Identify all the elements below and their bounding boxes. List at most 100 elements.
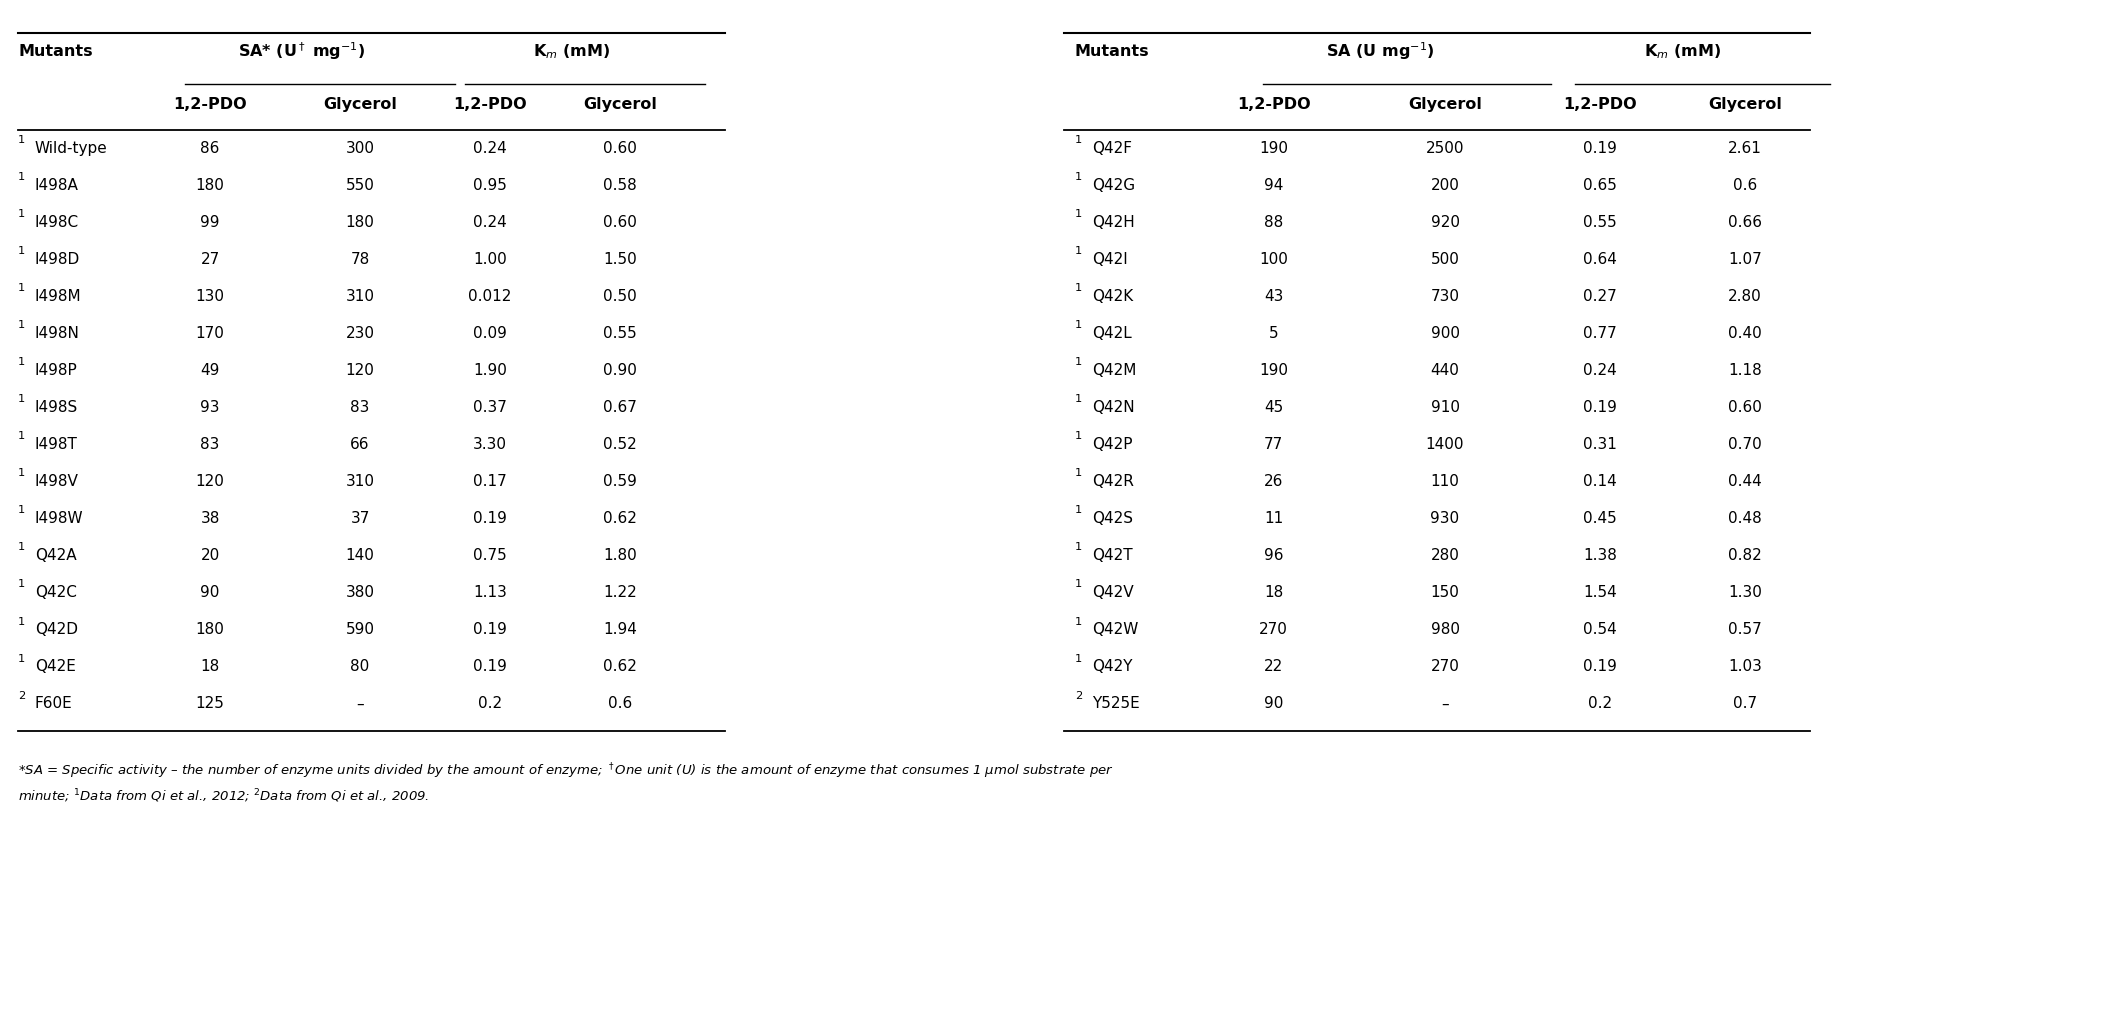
Text: 920: 920 — [1430, 215, 1460, 229]
Text: 190: 190 — [1259, 363, 1288, 378]
Text: 100: 100 — [1259, 252, 1288, 267]
Text: I498D: I498D — [34, 252, 81, 267]
Text: 1: 1 — [1074, 172, 1083, 182]
Text: 180: 180 — [345, 215, 375, 229]
Text: 0.37: 0.37 — [473, 400, 506, 415]
Text: 22: 22 — [1265, 660, 1284, 674]
Text: Q42T: Q42T — [1091, 548, 1132, 563]
Text: 0.64: 0.64 — [1583, 252, 1617, 267]
Text: 930: 930 — [1430, 511, 1460, 526]
Text: 1: 1 — [1074, 505, 1083, 516]
Text: Q42C: Q42C — [34, 586, 76, 600]
Text: 0.62: 0.62 — [604, 511, 638, 526]
Text: 1: 1 — [1074, 542, 1083, 553]
Text: 83: 83 — [350, 400, 369, 415]
Text: 1: 1 — [17, 431, 25, 441]
Text: 1: 1 — [1074, 431, 1083, 441]
Text: 49: 49 — [201, 363, 220, 378]
Text: Q42D: Q42D — [34, 623, 78, 637]
Text: 1: 1 — [17, 579, 25, 590]
Text: 0.2: 0.2 — [1587, 697, 1613, 711]
Text: 0.60: 0.60 — [604, 141, 638, 155]
Text: 310: 310 — [345, 289, 375, 304]
Text: 99: 99 — [201, 215, 220, 229]
Text: Glycerol: Glycerol — [322, 98, 396, 112]
Text: 130: 130 — [195, 289, 225, 304]
Text: 1: 1 — [1074, 246, 1083, 256]
Text: 0.31: 0.31 — [1583, 437, 1617, 452]
Text: 500: 500 — [1430, 252, 1460, 267]
Text: Q42R: Q42R — [1091, 474, 1134, 489]
Text: 1: 1 — [17, 394, 25, 404]
Text: 180: 180 — [195, 178, 225, 192]
Text: 93: 93 — [201, 400, 220, 415]
Text: 0.82: 0.82 — [1729, 548, 1761, 563]
Text: 0.19: 0.19 — [473, 623, 506, 637]
Text: I498C: I498C — [34, 215, 78, 229]
Text: Q42I: Q42I — [1091, 252, 1127, 267]
Text: 1: 1 — [17, 357, 25, 367]
Text: 125: 125 — [195, 697, 225, 711]
Text: Q42N: Q42N — [1091, 400, 1134, 415]
Text: I498S: I498S — [34, 400, 78, 415]
Text: 0.50: 0.50 — [604, 289, 638, 304]
Text: Q42P: Q42P — [1091, 437, 1132, 452]
Text: 170: 170 — [195, 326, 225, 341]
Text: 1.30: 1.30 — [1729, 586, 1761, 600]
Text: 0.95: 0.95 — [473, 178, 506, 192]
Text: 78: 78 — [350, 252, 369, 267]
Text: 730: 730 — [1430, 289, 1460, 304]
Text: Q42W: Q42W — [1091, 623, 1138, 637]
Text: 90: 90 — [201, 586, 220, 600]
Text: 980: 980 — [1430, 623, 1460, 637]
Text: I498N: I498N — [34, 326, 81, 341]
Text: 2: 2 — [17, 690, 25, 701]
Text: 0.75: 0.75 — [473, 548, 506, 563]
Text: 86: 86 — [201, 141, 220, 155]
Text: 77: 77 — [1265, 437, 1284, 452]
Text: 0.09: 0.09 — [473, 326, 506, 341]
Text: 0.57: 0.57 — [1729, 623, 1761, 637]
Text: *SA = Specific activity – the number of enzyme units divided by the amount of en: *SA = Specific activity – the number of … — [17, 761, 1115, 781]
Text: 200: 200 — [1430, 178, 1460, 192]
Text: 550: 550 — [345, 178, 375, 192]
Text: 96: 96 — [1265, 548, 1284, 563]
Text: 1: 1 — [17, 135, 25, 145]
Text: 43: 43 — [1265, 289, 1284, 304]
Text: 440: 440 — [1430, 363, 1460, 378]
Text: 0.24: 0.24 — [1583, 363, 1617, 378]
Text: Q42Y: Q42Y — [1091, 660, 1132, 674]
Text: 1: 1 — [17, 320, 25, 330]
Text: 1: 1 — [17, 468, 25, 478]
Text: 2500: 2500 — [1426, 141, 1464, 155]
Text: 0.52: 0.52 — [604, 437, 638, 452]
Text: 27: 27 — [201, 252, 220, 267]
Text: 1.38: 1.38 — [1583, 548, 1617, 563]
Text: 1.18: 1.18 — [1729, 363, 1761, 378]
Text: 94: 94 — [1265, 178, 1284, 192]
Text: SA (U mg$^{-1}$): SA (U mg$^{-1}$) — [1326, 40, 1435, 63]
Text: 110: 110 — [1430, 474, 1460, 489]
Text: 1: 1 — [17, 246, 25, 256]
Text: 1,2-PDO: 1,2-PDO — [174, 98, 246, 112]
Text: –: – — [1441, 697, 1449, 711]
Text: Glycerol: Glycerol — [1708, 98, 1782, 112]
Text: 0.90: 0.90 — [604, 363, 638, 378]
Text: 20: 20 — [201, 548, 220, 563]
Text: 18: 18 — [201, 660, 220, 674]
Text: 0.012: 0.012 — [468, 289, 511, 304]
Text: 0.55: 0.55 — [1583, 215, 1617, 229]
Text: K$_m$ (mM): K$_m$ (mM) — [534, 42, 610, 61]
Text: 1: 1 — [17, 616, 25, 627]
Text: 18: 18 — [1265, 586, 1284, 600]
Text: 2.80: 2.80 — [1729, 289, 1761, 304]
Text: 1: 1 — [1074, 283, 1083, 293]
Text: 0.62: 0.62 — [604, 660, 638, 674]
Text: Mutants: Mutants — [1074, 44, 1151, 59]
Text: 5: 5 — [1269, 326, 1278, 341]
Text: Q42A: Q42A — [34, 548, 76, 563]
Text: 150: 150 — [1430, 586, 1460, 600]
Text: 1: 1 — [1074, 209, 1083, 219]
Text: Glycerol: Glycerol — [583, 98, 657, 112]
Text: SA* (U$^\dagger$ mg$^{-1}$): SA* (U$^\dagger$ mg$^{-1}$) — [237, 40, 367, 63]
